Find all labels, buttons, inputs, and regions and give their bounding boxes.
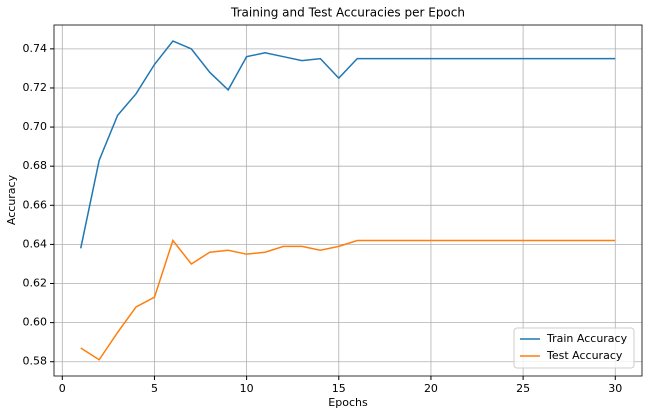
y-tick-label: 0.68 — [23, 159, 48, 172]
y-tick-label: 0.74 — [23, 42, 48, 55]
legend-label: Test Accuracy — [546, 349, 623, 362]
y-tick-label: 0.70 — [23, 120, 48, 133]
y-tick-label: 0.58 — [23, 355, 48, 368]
line-series — [79, 40, 616, 249]
y-tick-label: 0.62 — [23, 277, 48, 290]
y-tick-label: 0.64 — [23, 237, 48, 250]
y-tick-label: 0.66 — [23, 198, 48, 211]
x-tick-label: 20 — [424, 382, 438, 395]
y-tick-label: 0.60 — [23, 316, 48, 329]
chart-title: Training and Test Accuracies per Epoch — [230, 6, 465, 20]
line-series — [80, 238, 616, 361]
x-tick-label: 30 — [608, 382, 622, 395]
y-tick-label: 0.72 — [23, 81, 48, 94]
x-tick-label: 25 — [516, 382, 530, 395]
x-axis-label: Epochs — [328, 396, 368, 409]
x-tick-label: 10 — [240, 382, 254, 395]
legend-label: Train Accuracy — [546, 332, 628, 345]
y-axis-label: Accuracy — [5, 174, 18, 225]
x-tick-label: 5 — [151, 382, 158, 395]
x-tick-label: 0 — [59, 382, 66, 395]
plot-frame — [53, 24, 643, 377]
x-tick-label: 15 — [332, 382, 346, 395]
legend-box — [513, 327, 635, 369]
